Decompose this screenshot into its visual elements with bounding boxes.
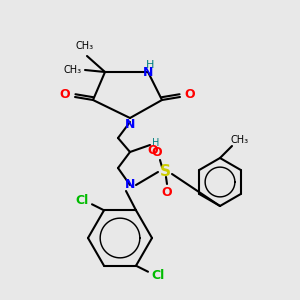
Text: N: N bbox=[125, 118, 135, 131]
Text: O: O bbox=[60, 88, 70, 101]
Text: S: S bbox=[160, 164, 170, 179]
Text: H: H bbox=[152, 138, 160, 148]
Text: Cl: Cl bbox=[152, 269, 165, 282]
Text: CH₃: CH₃ bbox=[231, 135, 249, 145]
Text: CH₃: CH₃ bbox=[76, 41, 94, 51]
Text: N: N bbox=[125, 178, 135, 191]
Text: O: O bbox=[185, 88, 195, 101]
Text: O: O bbox=[162, 185, 172, 199]
Text: N: N bbox=[143, 65, 153, 79]
Text: O: O bbox=[148, 143, 158, 157]
Text: O: O bbox=[152, 146, 162, 160]
Text: Cl: Cl bbox=[75, 194, 88, 207]
Text: CH₃: CH₃ bbox=[64, 65, 82, 75]
Text: H: H bbox=[146, 60, 154, 70]
